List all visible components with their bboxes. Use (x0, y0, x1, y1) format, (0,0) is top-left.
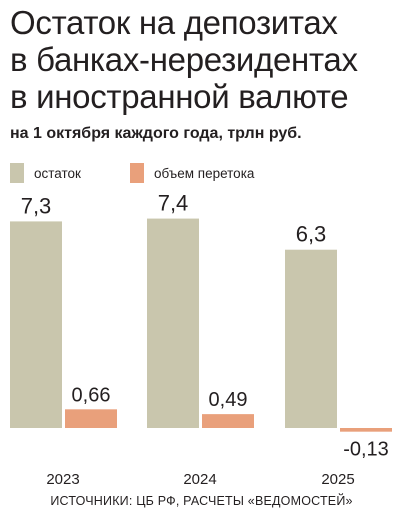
data-label-outflow: -0,13 (343, 439, 389, 461)
data-label-balance: 7,3 (21, 193, 52, 218)
bar-outflow (202, 414, 254, 428)
legend-item-balance: остаток (10, 163, 81, 183)
data-label-balance: 7,4 (158, 191, 189, 216)
legend-item-outflow: объем перетока (130, 163, 254, 183)
legend-label-balance: остаток (34, 165, 81, 181)
chart-legend: остаток объем перетока (10, 163, 400, 183)
chart-title: Остаток на депозитах в банках-нерезидент… (10, 4, 400, 115)
data-label-balance: 6,3 (296, 222, 327, 247)
x-tick-label: 2024 (183, 471, 216, 488)
title-line: в иностранной валюте (10, 78, 349, 115)
source-note: ИСТОЧНИКИ: ЦБ РФ, РАСЧЕТЫ «ВЕДОМОСТЕЙ» (50, 494, 353, 508)
title-line: в банках-нерезидентах (10, 41, 358, 78)
x-tick-label: 2025 (321, 471, 354, 488)
bar-balance (147, 218, 199, 428)
legend-swatch-outflow (130, 163, 144, 183)
bar-outflow (65, 409, 117, 428)
legend-swatch-balance (10, 163, 24, 183)
data-label-outflow: 0,66 (72, 384, 111, 406)
bar-chart: 7,3 0,66 2023 7,4 0,49 2024 6,3 -0,13 2025 (10, 191, 392, 488)
bar-balance (10, 221, 62, 428)
title-line: Остаток на депозитах (10, 4, 338, 41)
chart-subtitle: на 1 октября каждого года, трлн руб. (10, 125, 302, 142)
bar-outflow (340, 428, 392, 432)
legend-label-outflow: объем перетока (154, 165, 255, 181)
data-label-outflow: 0,49 (209, 389, 248, 411)
bar-balance (285, 249, 337, 428)
x-tick-label: 2023 (46, 471, 79, 488)
